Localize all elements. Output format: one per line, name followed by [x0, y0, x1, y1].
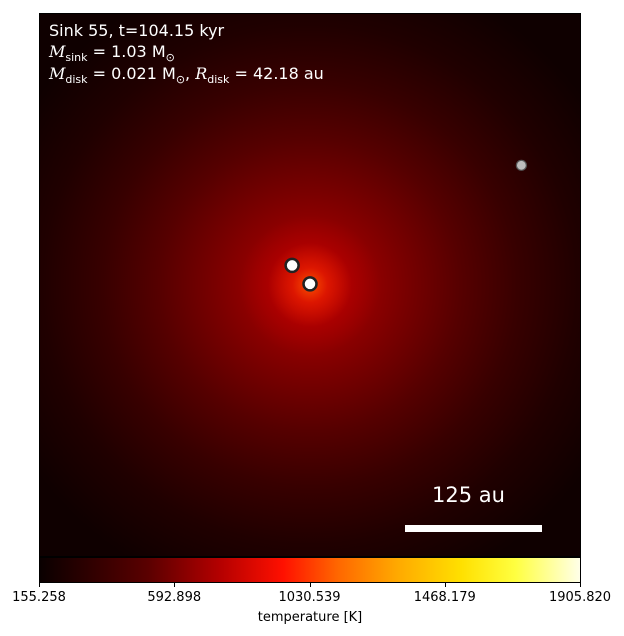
scale-bar-label: 125 au [432, 483, 505, 507]
disk-radius-subscript: disk [207, 73, 230, 87]
solar-symbol: ⊙ [165, 51, 175, 65]
sink-time-text: Sink 55, t=104.15 kyr [49, 21, 225, 40]
colorbar-tick-mark [174, 583, 176, 587]
mass-symbol: M [49, 42, 66, 61]
scale-bar [405, 525, 542, 532]
disk-radius-symbol: R [195, 64, 208, 83]
colorbar-tick-label: 1468.179 [413, 590, 476, 605]
disk-radius-text: = 42.18 au [229, 64, 324, 83]
sink-particle [302, 276, 318, 292]
colorbar-label: temperature [K] [257, 610, 363, 625]
colorbar-tick-label: 1030.539 [278, 590, 341, 605]
colorbar-tick-label: 592.898 [147, 590, 202, 605]
solar-symbol-2: ⊙ [175, 73, 186, 87]
sink-particle [284, 257, 300, 274]
disk-mass-subscript: disk [65, 73, 88, 87]
colorbar [39, 557, 581, 583]
colorbar-tick-label: 1905.820 [548, 590, 612, 605]
annotation-line-2: Msink = 1.03 M⊙ [49, 41, 175, 68]
colorbar-tick-mark [444, 583, 446, 587]
sink-particle [515, 159, 527, 171]
mass-subscript: sink [65, 51, 88, 65]
colorbar-tick-label: 155.258 [12, 590, 66, 605]
colorbar-tick-mark [39, 583, 40, 587]
colorbar-tick-mark [309, 583, 311, 587]
annotation-line-3: Mdisk = 0.021 M⊙, Rdisk = 42.18 au [49, 63, 324, 90]
colorbar-tick-mark [580, 583, 581, 587]
comma: , [185, 64, 196, 83]
annotation-line-1: Sink 55, t=104.15 kyr [49, 20, 224, 41]
sink-mass-text: = 1.03 M [87, 42, 166, 61]
sink-markers [284, 159, 527, 292]
disk-mass-symbol: M [49, 64, 66, 83]
disk-mass-text: = 0.021 M [87, 64, 176, 83]
